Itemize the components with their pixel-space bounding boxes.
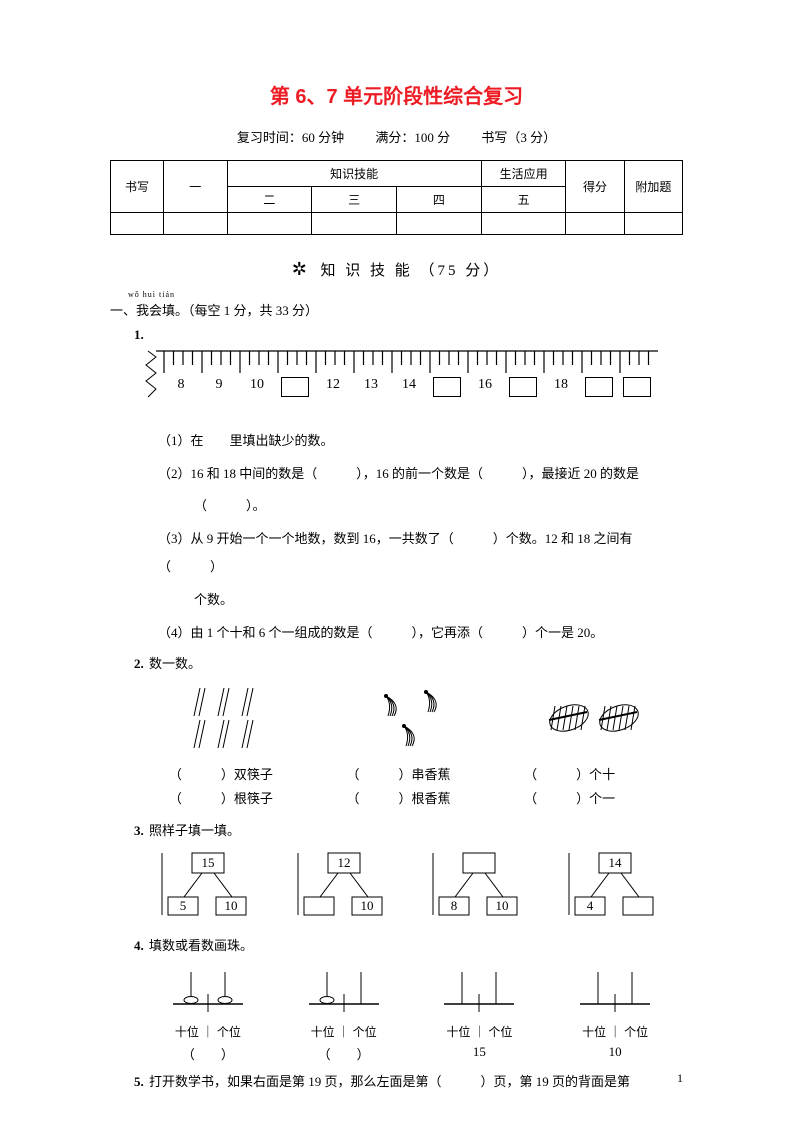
q2-c1: （ ）个十 — [524, 763, 664, 786]
score-table: 书写 一 知识技能 生活应用 得分 附加题 二 三 四 五 — [110, 160, 683, 235]
subtitle-row: 复习时间：60 分钟 满分：100 分 书写（3 分） — [110, 127, 683, 146]
svg-text:8: 8 — [451, 898, 458, 913]
page-number: 1 — [677, 1071, 683, 1086]
q2-images — [150, 682, 683, 757]
abacus-value: （ ） — [163, 1044, 253, 1063]
banner-text: 知 识 技 能 （75 分） — [321, 263, 502, 279]
q1-1: 1. — [134, 327, 683, 343]
q1-1-label: 1. — [134, 327, 144, 342]
q3-text: 照样子填一填。 — [149, 823, 240, 838]
q5-text: 打开数学书，如果右面是第 19 页，那么左面是第（ ）页，第 19 页的背面是第 — [149, 1074, 630, 1089]
cell[interactable] — [624, 213, 682, 235]
abacus: 十位 ｜ 个位 （ ） — [163, 964, 253, 1063]
th-life: 生活应用 — [481, 161, 566, 187]
section-banner: ✲ 知 识 技 能 （75 分） — [110, 259, 683, 280]
q3-bonds: 15 5 10 12 10 8 10 14 4 — [140, 849, 683, 919]
abacus: 十位 ｜ 个位 （ ） — [299, 964, 389, 1063]
q2-b1: （ ）串香蕉 — [346, 763, 486, 786]
svg-text:4: 4 — [587, 898, 594, 913]
place-label: 十位 ｜ 个位 — [299, 1023, 389, 1040]
chopsticks-icon — [182, 682, 292, 757]
q1-sub4: （4）由 1 个十和 6 个一组成的数是（ ），它再添（ ）个一是 20。 — [158, 619, 683, 648]
q4-abacus: 十位 ｜ 个位 （ ） 十位 ｜ 个位 （ ） 十位 ｜ 个位 15 十位 ｜ 个位 10 — [140, 964, 683, 1063]
full-score: 满分：100 分 — [375, 130, 450, 145]
q3-heading: 3. 照样子填一填。 — [134, 820, 683, 839]
page-title: 第 6、7 单元阶段性综合复习 — [110, 80, 683, 109]
q3-label: 3. — [134, 823, 144, 838]
q1-sub2: （2）16 和 18 中间的数是（ ），16 的前一个数是（ ），最接近 20 … — [158, 460, 683, 489]
th-knowledge: 知识技能 — [227, 161, 481, 187]
q1-heading: wǒ huì tián 一、我会填。（每空 1 分，共 33 分） — [110, 300, 683, 319]
th-col2: 二 — [227, 187, 312, 213]
number-bond: 8 10 — [429, 849, 529, 919]
cell[interactable] — [111, 213, 164, 235]
th-col5: 五 — [481, 187, 566, 213]
cell[interactable] — [312, 213, 397, 235]
q1-text: 一、我会填。（每空 1 分，共 33 分） — [110, 303, 318, 318]
th-score: 得分 — [566, 161, 624, 213]
abacus: 十位 ｜ 个位 10 — [570, 964, 660, 1063]
th-writing: 书写 — [111, 161, 164, 213]
svg-text:10: 10 — [496, 898, 509, 913]
q1-sub3: （3）从 9 开始一个一个地数，数到 16，一共数了（ ）个数。12 和 18 … — [158, 525, 683, 582]
cell[interactable] — [227, 213, 312, 235]
q2-a1: （ ）双筷子 — [169, 763, 309, 786]
number-bond: 14 4 — [565, 849, 665, 919]
q1-subs: （1）在 里填出缺少的数。 （2）16 和 18 中间的数是（ ），16 的前一… — [158, 427, 683, 647]
flower-icon: ✲ — [292, 259, 310, 279]
number-bond: 15 5 10 — [158, 849, 258, 919]
abacus: 十位 ｜ 个位 15 — [434, 964, 524, 1063]
th-extra: 附加题 — [624, 161, 682, 213]
q2-text: 数一数。 — [149, 656, 201, 671]
q5: 5. 打开数学书，如果右面是第 19 页，那么左面是第（ ）页，第 19 页的背… — [134, 1071, 683, 1090]
q1-sub3b: 个数。 — [194, 586, 683, 615]
q1-sub1: （1）在 里填出缺少的数。 — [158, 427, 683, 456]
th-col1: 一 — [163, 161, 227, 213]
q2-labels: （ ）双筷子 （ ）根筷子 （ ）串香蕉 （ ）根香蕉 （ ）个十 （ ）个一 — [150, 763, 683, 810]
place-label: 十位 ｜ 个位 — [434, 1023, 524, 1040]
q2-heading: 2. 数一数。 — [134, 653, 683, 672]
th-col3: 三 — [312, 187, 397, 213]
q2-a2: （ ）根筷子 — [169, 787, 309, 810]
bundles-icon — [531, 682, 651, 757]
q2-b2: （ ）根香蕉 — [346, 787, 486, 810]
pinyin: wǒ huì tián — [128, 290, 175, 299]
abacus-value: 15 — [434, 1044, 524, 1060]
svg-text:14: 14 — [609, 855, 623, 870]
q1-sub2b: （ ）。 — [194, 492, 683, 521]
q5-label: 5. — [134, 1074, 144, 1089]
q4-text: 填数或看数画珠。 — [149, 938, 253, 953]
q4-heading: 4. 填数或看数画珠。 — [134, 935, 683, 954]
svg-text:5: 5 — [180, 898, 187, 913]
svg-text:15: 15 — [201, 855, 214, 870]
q2-c2: （ ）个一 — [524, 787, 664, 810]
ruler-numbers: 89101213141618 — [162, 377, 656, 397]
q4-label: 4. — [134, 938, 144, 953]
ruler: 89101213141618 — [142, 349, 683, 409]
svg-text:10: 10 — [224, 898, 237, 913]
svg-text:12: 12 — [337, 855, 350, 870]
svg-text:10: 10 — [360, 898, 373, 913]
q2-label: 2. — [134, 656, 144, 671]
place-label: 十位 ｜ 个位 — [163, 1023, 253, 1040]
cell[interactable] — [481, 213, 566, 235]
cell[interactable] — [566, 213, 624, 235]
review-time: 复习时间：60 分钟 — [237, 130, 344, 145]
th-col4: 四 — [396, 187, 481, 213]
number-bond: 12 10 — [294, 849, 394, 919]
writing-score: 书写（3 分） — [481, 130, 556, 145]
cell[interactable] — [396, 213, 481, 235]
abacus-value: （ ） — [299, 1044, 389, 1063]
abacus-value: 10 — [570, 1044, 660, 1060]
place-label: 十位 ｜ 个位 — [570, 1023, 660, 1040]
cell[interactable] — [163, 213, 227, 235]
bananas-icon — [356, 682, 466, 757]
